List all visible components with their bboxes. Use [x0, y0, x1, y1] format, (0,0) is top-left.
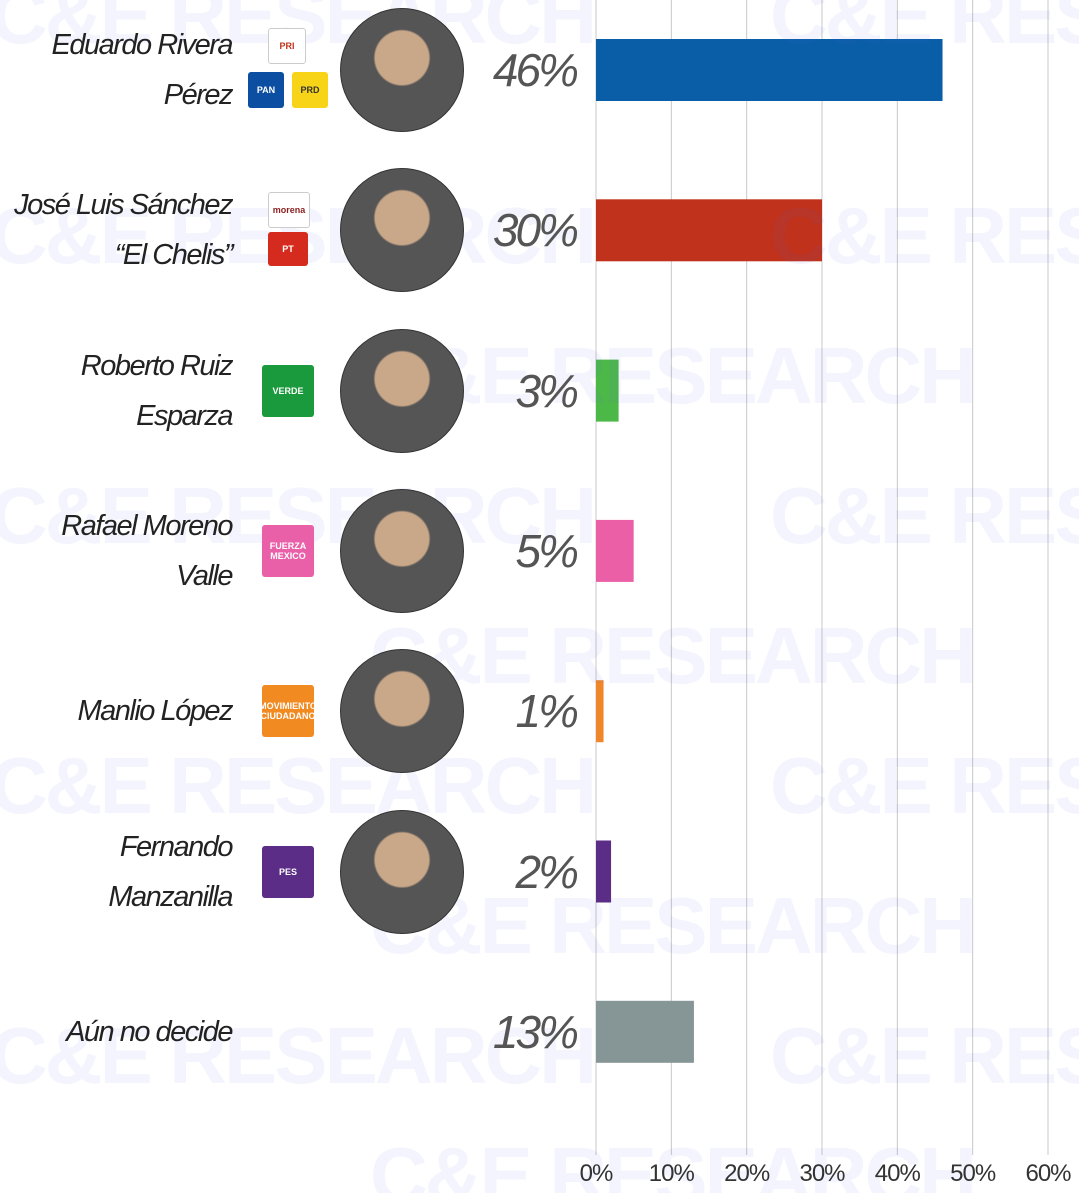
watermark: C&E RESEARCH: [770, 1011, 1079, 1100]
candidate-photo: [340, 488, 464, 613]
watermark: C&E RESEARCH: [370, 881, 977, 970]
category-label: Manlio López: [77, 695, 234, 728]
watermark: C&E RESEARCH: [370, 611, 977, 700]
category-label: Aún no decide: [66, 1015, 233, 1048]
bar: [596, 199, 822, 262]
candidate-photo: [340, 809, 464, 934]
party-logo: PRD: [292, 72, 328, 108]
watermark: C&E RESEARCH: [770, 471, 1079, 560]
x-tick-label: 60%: [1025, 1160, 1071, 1187]
watermark: C&E RESEARCH: [0, 1011, 597, 1100]
value-label: 3%: [515, 364, 579, 417]
value-label: 13%: [492, 1005, 579, 1058]
category-label: José Luis Sánchez “El Chelis”: [14, 189, 233, 272]
watermark: C&E RESEARCH: [770, 0, 1079, 60]
value-label: 5%: [515, 524, 579, 577]
value-label: 46%: [492, 44, 579, 96]
candidate-photo: [340, 328, 464, 453]
watermark: C&E RESEARCH: [770, 741, 1079, 830]
x-tick-label: 10%: [648, 1160, 695, 1187]
watermark: C&E RESEARCH: [370, 1131, 977, 1193]
category-label: Eduardo Rivera Pérez: [51, 29, 234, 111]
party-logo: MOVIMIENTO CIUDADANO: [259, 685, 317, 738]
category-label: Rafael Moreno Valle: [61, 509, 233, 592]
party-logo: PAN: [248, 72, 284, 108]
value-label: 1%: [515, 685, 579, 738]
watermark: C&E RESEARCH: [770, 191, 1079, 280]
party-logo: PRI: [268, 28, 306, 64]
x-tick-label: 30%: [799, 1160, 845, 1187]
x-tick-label: 40%: [874, 1160, 921, 1187]
party-logo: FUERZA MEXICO: [262, 524, 314, 577]
party-logo: PES: [262, 845, 314, 898]
x-tick-label: 20%: [724, 1160, 770, 1187]
x-tick-label: 0%: [579, 1160, 614, 1187]
bar: [596, 840, 612, 903]
candidate-photo: [340, 649, 464, 774]
bar: [596, 39, 943, 101]
value-label: 30%: [492, 204, 579, 257]
value-label: 2%: [515, 845, 579, 898]
bar: [596, 359, 619, 422]
candidate-photo: [340, 8, 464, 132]
watermark: C&E RESEARCH: [370, 331, 977, 420]
x-tick-label: 50%: [950, 1160, 996, 1187]
watermark: C&E RESEARCH: [0, 741, 597, 830]
party-logo: PT: [268, 232, 308, 267]
bar: [596, 1000, 694, 1063]
party-logo: VERDE: [262, 364, 314, 417]
bar: [596, 519, 634, 582]
candidate-photo: [340, 168, 464, 293]
category-label: Roberto Ruiz Esparza: [80, 349, 234, 432]
bar: [596, 680, 604, 743]
party-logo: morena: [268, 192, 310, 229]
category-label: Fernando Manzanilla: [108, 830, 233, 913]
